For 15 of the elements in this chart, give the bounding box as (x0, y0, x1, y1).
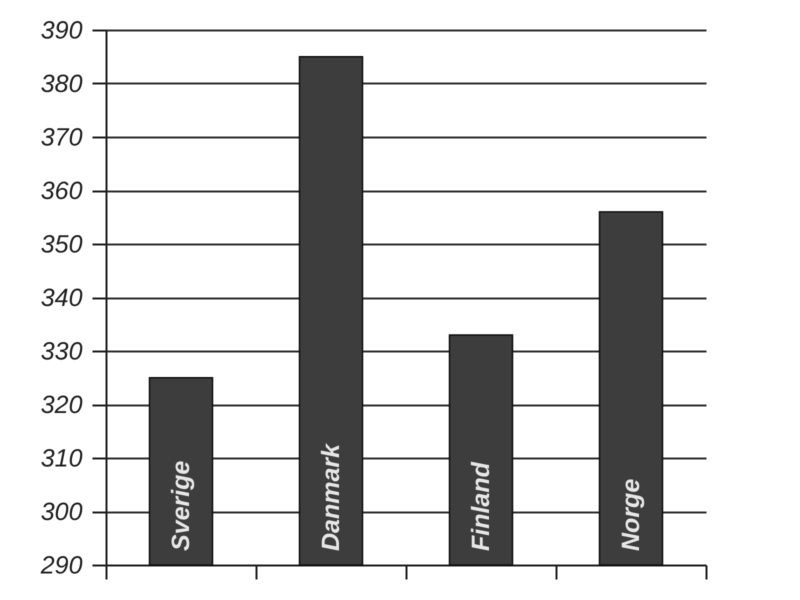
y-tick-label: 340 (40, 284, 83, 312)
y-tick-label: 330 (40, 338, 83, 366)
y-tick-label: 350 (40, 230, 83, 258)
y-tick-label: 300 (40, 498, 83, 526)
x-tick-label: Sverige (167, 460, 195, 551)
y-tick-label: 310 (40, 444, 83, 472)
y-tick-label: 380 (40, 70, 83, 98)
y-tick-label: 290 (40, 552, 83, 580)
x-tick-label: Danmark (317, 442, 345, 551)
x-tick-label: Norge (617, 478, 645, 551)
y-tick-label: 360 (40, 177, 83, 205)
y-tick-label: 320 (40, 391, 83, 419)
x-tick-label: Finland (467, 461, 495, 551)
y-tick-label: 370 (40, 124, 83, 152)
y-tick-label: 390 (40, 16, 83, 44)
